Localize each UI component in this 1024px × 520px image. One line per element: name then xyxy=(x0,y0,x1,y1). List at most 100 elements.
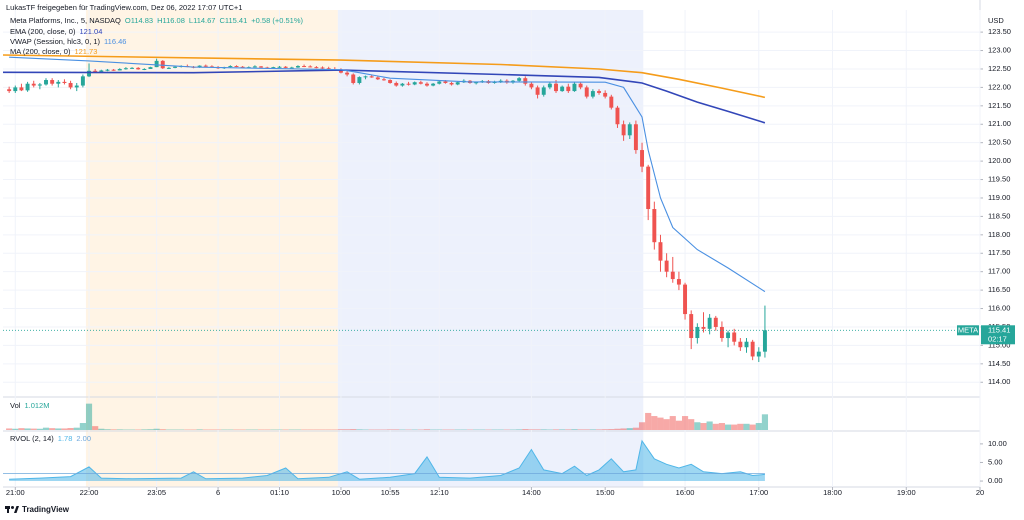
candle-body xyxy=(123,68,128,70)
y-tick-label: 121.50 xyxy=(988,101,1011,110)
volume-bar xyxy=(393,429,400,430)
volume-bar xyxy=(423,429,431,430)
rvol-area xyxy=(9,440,765,482)
candle-body xyxy=(744,341,749,348)
volume-bar xyxy=(626,428,633,430)
candle-body xyxy=(418,82,423,84)
ohlc-value: C115.41 xyxy=(219,16,247,25)
candle-body xyxy=(554,83,558,92)
volume-bar xyxy=(743,423,750,430)
volume-bar xyxy=(602,429,609,430)
volume-bar xyxy=(614,428,621,430)
y-tick-label: 119.50 xyxy=(988,175,1010,184)
candle-body xyxy=(382,79,386,81)
candle-body xyxy=(683,284,688,315)
candle-body xyxy=(283,66,288,68)
volume-bar xyxy=(645,412,652,430)
brand-logo xyxy=(5,506,19,513)
last-price-label: 115.41 xyxy=(988,325,1010,334)
session-shading xyxy=(337,10,644,487)
candle-body xyxy=(302,66,307,68)
candle-body xyxy=(394,82,399,86)
legend-name: RVOL (2, 14) xyxy=(10,434,54,443)
y-tick-label: 118.00 xyxy=(988,230,1010,239)
candle-body xyxy=(640,150,645,167)
candle-body xyxy=(695,326,700,339)
candle-body xyxy=(197,65,202,68)
ticker-badge xyxy=(957,325,979,336)
y-tick-label: 116.50 xyxy=(988,285,1010,294)
candle-body xyxy=(44,80,48,85)
volume-bar xyxy=(141,429,148,430)
x-tick-label: 22:00 xyxy=(80,488,99,497)
candle-body xyxy=(234,66,239,68)
candle-body xyxy=(578,83,583,88)
candle-body xyxy=(597,91,601,93)
volume-bar xyxy=(737,423,744,430)
candle-body xyxy=(615,107,620,125)
candle-body xyxy=(529,83,534,88)
volume-bar xyxy=(387,429,394,430)
x-tick-label: 14:00 xyxy=(522,488,541,497)
candle-body xyxy=(541,87,546,95)
y-tick-label: 123.50 xyxy=(988,27,1011,36)
candle-body xyxy=(738,341,743,348)
overlay: 114.00114.50115.00115.50116.00116.50117.… xyxy=(6,16,1015,497)
legend-name: VWAP (Session, hlc3, 0, 1) xyxy=(10,37,101,46)
volume-bar xyxy=(657,417,664,430)
candle-body xyxy=(50,80,55,84)
rvol-tick-label: 0.00 xyxy=(988,476,1003,485)
volume-bar xyxy=(116,429,123,430)
volume-bar xyxy=(356,429,363,430)
x-tick-label: 10:55 xyxy=(381,488,400,497)
candle-body xyxy=(130,67,135,69)
volume-bar xyxy=(36,428,43,430)
indicator-line xyxy=(9,56,766,293)
candle-body xyxy=(732,332,737,342)
candle-body xyxy=(62,81,67,83)
volume-bar xyxy=(147,429,154,430)
candle-body xyxy=(320,67,325,69)
y-tick-label: 120.00 xyxy=(988,156,1011,165)
candle-body xyxy=(277,66,282,68)
x-tick-label: 10:00 xyxy=(332,488,351,497)
candle-body xyxy=(259,66,264,68)
x-tick-label: 19:00 xyxy=(897,488,916,497)
candle-body xyxy=(105,69,110,71)
candle-body xyxy=(726,332,731,339)
legend-value: 116.46 xyxy=(104,37,126,46)
y-tick-label: 114.00 xyxy=(988,377,1010,386)
volume-bar xyxy=(718,423,725,430)
candle-body xyxy=(314,67,319,69)
volume-bar xyxy=(67,427,74,430)
volume-bar xyxy=(731,424,738,430)
volume-bar xyxy=(61,428,68,430)
volume-bar xyxy=(681,416,689,430)
indicator-line xyxy=(2,54,766,99)
volume-bar xyxy=(620,428,627,430)
candle-body xyxy=(142,68,147,70)
candle-body xyxy=(351,74,356,83)
volume-bar xyxy=(724,424,732,430)
volume-bar xyxy=(196,429,203,430)
volume-bar xyxy=(104,429,111,430)
countdown-label: 02:17 xyxy=(988,334,1007,343)
y-tick-label: 116.00 xyxy=(988,304,1010,313)
legend-name: Vol xyxy=(10,401,21,410)
plot-area xyxy=(2,54,980,482)
volume-bar xyxy=(42,427,50,430)
ohlc-value: O114.83 xyxy=(125,16,153,25)
candle-body xyxy=(535,87,540,95)
y-tick-label: 117.00 xyxy=(988,267,1010,276)
candle-body xyxy=(584,87,589,97)
candle-body xyxy=(56,81,61,84)
candle-body xyxy=(154,60,159,68)
candle-body xyxy=(13,87,18,92)
candle-body xyxy=(455,82,460,85)
candle-body xyxy=(560,86,565,92)
volume-bar xyxy=(638,422,646,430)
candle-body xyxy=(713,317,718,327)
candle-body xyxy=(719,326,724,339)
candle-body xyxy=(701,326,706,329)
